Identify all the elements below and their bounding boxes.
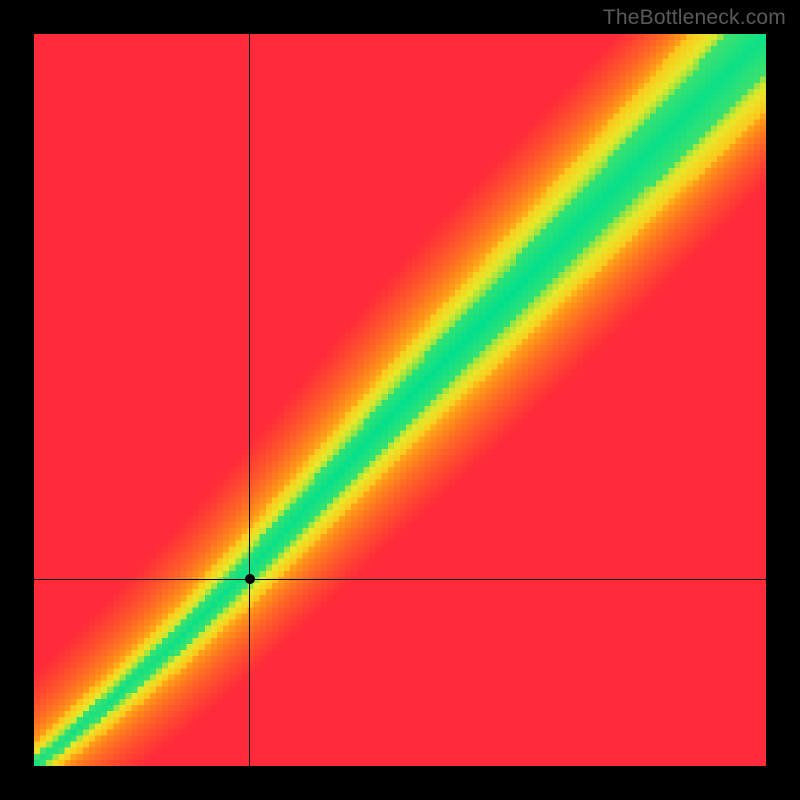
crosshair-marker xyxy=(245,574,255,584)
heatmap-canvas xyxy=(34,34,766,766)
watermark-text: TheBottleneck.com xyxy=(603,6,786,30)
plot-area xyxy=(34,34,766,766)
crosshair-horizontal xyxy=(34,579,766,580)
crosshair-vertical xyxy=(249,34,250,766)
